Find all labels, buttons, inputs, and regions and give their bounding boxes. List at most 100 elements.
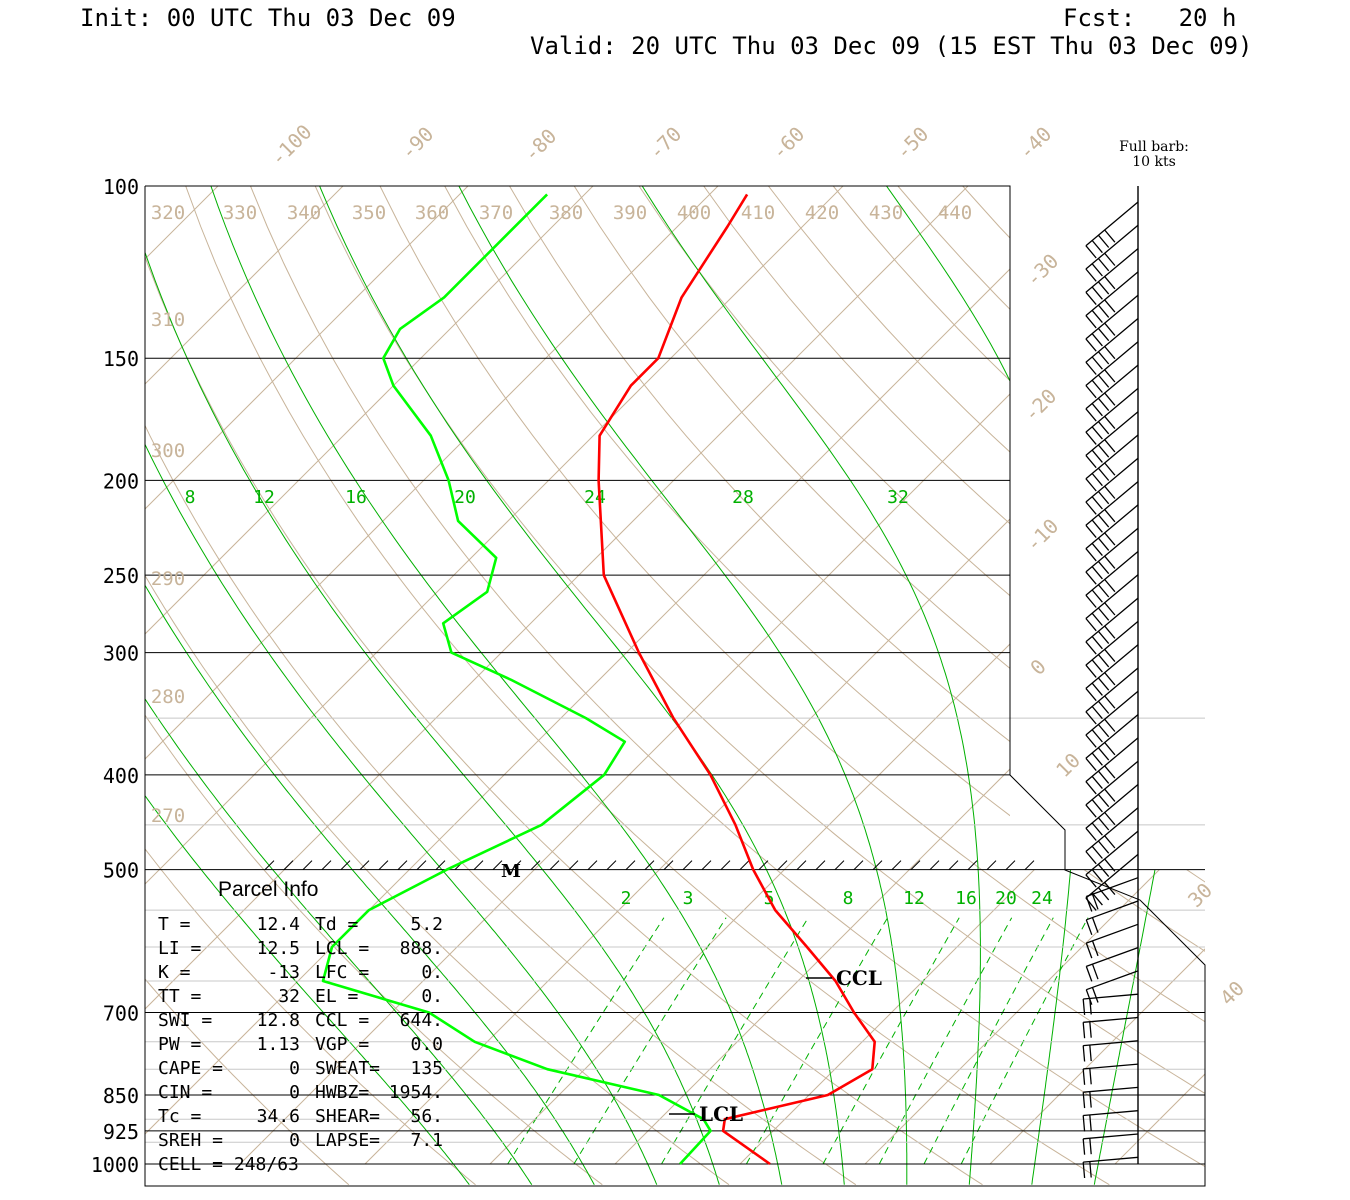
parcel-row-value: 0.0 bbox=[410, 1034, 443, 1055]
parcel-row-value: 7.1 bbox=[410, 1130, 443, 1151]
parcel-row-value: 0 bbox=[289, 1082, 300, 1103]
hatch-mark bbox=[1024, 860, 1035, 870]
hatch-mark bbox=[264, 860, 275, 870]
theta-label: 400 bbox=[677, 202, 711, 224]
dry-adiabat-line bbox=[509, 186, 1010, 743]
isotherm-label: 0 bbox=[1025, 654, 1050, 679]
hatch-mark bbox=[378, 860, 389, 870]
parcel-row-label: LAPSE= bbox=[315, 1130, 380, 1151]
mixing-ratio-label: 12 bbox=[253, 487, 275, 508]
parcel-row-value: 644. bbox=[400, 1010, 443, 1031]
isotherm-line bbox=[1114, 1073, 1205, 1165]
hatch-mark bbox=[663, 860, 674, 870]
hatch-mark bbox=[321, 860, 332, 870]
theta-label: 270 bbox=[151, 805, 185, 827]
isotherm-label: -40 bbox=[1014, 122, 1057, 165]
wind-barb bbox=[1082, 1133, 1139, 1155]
ccl-label: CCL bbox=[836, 966, 882, 990]
mixing-ratio-label: 24 bbox=[584, 487, 606, 508]
isotherm-line bbox=[145, 186, 594, 635]
wind-barb bbox=[1085, 946, 1139, 982]
dry-adiabat-line bbox=[263, 870, 603, 1186]
hatch-mark bbox=[492, 860, 503, 870]
wind-barb bbox=[1085, 830, 1139, 888]
parcel-row-value: 32 bbox=[278, 986, 300, 1007]
parcel-row-value: 12.4 bbox=[257, 914, 300, 935]
mixing-ratio-label: 28 bbox=[732, 487, 754, 508]
hatch-mark bbox=[986, 860, 997, 870]
isotherm-label: 40 bbox=[1215, 976, 1249, 1010]
wind-barb bbox=[1085, 551, 1139, 608]
wind-barb-column: Full barb: 10 kts bbox=[1082, 139, 1189, 1179]
wind-barb bbox=[1085, 667, 1139, 725]
moist-adiabat-line bbox=[886, 186, 1010, 383]
parcel-row-label: SHEAR= bbox=[315, 1106, 380, 1127]
parcel-row-value: -13 bbox=[267, 962, 300, 983]
wind-barb bbox=[1085, 318, 1139, 375]
isotherm-line bbox=[158, 186, 844, 870]
moist-adiabat-line bbox=[145, 697, 274, 870]
hatch-mark bbox=[815, 860, 826, 870]
wind-barb bbox=[1085, 224, 1139, 282]
dry-adiabat-line bbox=[1083, 870, 1205, 952]
moist-adiabat-line bbox=[319, 186, 768, 870]
moist-adiabat-line bbox=[145, 443, 443, 870]
dry-adiabat-line bbox=[1092, 186, 1350, 1185]
isotherm-line bbox=[0, 186, 93, 1164]
hatch-mark bbox=[910, 860, 921, 870]
hatch-mark bbox=[682, 860, 693, 870]
isotherm-label: -50 bbox=[891, 122, 934, 165]
dry-adiabat-line bbox=[145, 848, 163, 870]
dry-adiabat-line bbox=[776, 870, 1205, 1168]
mixing-ratio-line bbox=[878, 917, 1013, 1165]
mixing-ratio-label: 20 bbox=[454, 487, 476, 508]
parcel-row-value: 12.5 bbox=[257, 938, 300, 959]
dry-adiabat-line bbox=[379, 186, 983, 870]
hatch-mark bbox=[796, 860, 807, 870]
parcel-row-value: 12.8 bbox=[257, 1010, 300, 1031]
parcel-row-value: 135 bbox=[410, 1058, 443, 1079]
hatch-mark bbox=[587, 860, 598, 870]
theta-label: 300 bbox=[151, 440, 185, 462]
hatch-mark bbox=[644, 860, 655, 870]
dry-adiabat-line bbox=[878, 870, 1205, 1095]
hatch-mark bbox=[283, 860, 294, 870]
wind-barb bbox=[1085, 294, 1139, 352]
pressure-tick-label: 850 bbox=[103, 1084, 139, 1108]
dry-adiabat-lines bbox=[145, 186, 1350, 1186]
moist-adiabat-line bbox=[968, 870, 981, 1185]
isotherm-line bbox=[865, 186, 1350, 1164]
dry-adiabat-line bbox=[365, 870, 730, 1186]
moist-adiabat-line bbox=[1093, 870, 1156, 1185]
parcel-row-value: 0. bbox=[421, 962, 443, 983]
parcel-row-label: CCL = bbox=[315, 1010, 369, 1031]
mixing-ratio-label: 12 bbox=[903, 888, 925, 909]
wind-barb bbox=[1085, 970, 1139, 1005]
parcel-row-label: HWBZ= bbox=[315, 1082, 369, 1103]
parcel-row-label: SWEAT= bbox=[315, 1058, 380, 1079]
moist-adiabat-line bbox=[272, 870, 533, 1185]
parcel-row-label: CIN = bbox=[158, 1082, 212, 1103]
wind-barb bbox=[1085, 597, 1139, 655]
mixing-ratio-lines bbox=[507, 917, 1089, 1165]
wind-barb bbox=[1085, 434, 1139, 492]
dewpoint-profile bbox=[321, 193, 712, 1165]
isotherm-line bbox=[989, 948, 1205, 1165]
wind-barb bbox=[1085, 504, 1139, 562]
dry-adiabat-line bbox=[1186, 870, 1205, 883]
dry-adiabat-line bbox=[444, 186, 1010, 817]
hatch-mark bbox=[948, 860, 959, 870]
dry-adiabat-line bbox=[768, 186, 1010, 453]
wind-barb bbox=[1085, 527, 1139, 585]
mixing-ratio-label: 32 bbox=[887, 487, 909, 508]
hatch-mark bbox=[758, 860, 769, 870]
parcel-row-label: Tc = bbox=[158, 1106, 202, 1127]
parcel-info-title: Parcel Info bbox=[218, 878, 318, 901]
parcel-row-value: 1.13 bbox=[257, 1034, 300, 1055]
wind-barb bbox=[1085, 807, 1139, 865]
hatch-mark bbox=[929, 860, 940, 870]
dry-adiabat-line bbox=[145, 255, 573, 870]
isotherm-line bbox=[239, 870, 535, 1165]
hatch-mark bbox=[473, 860, 484, 870]
dry-adiabat-line bbox=[963, 186, 1350, 1185]
